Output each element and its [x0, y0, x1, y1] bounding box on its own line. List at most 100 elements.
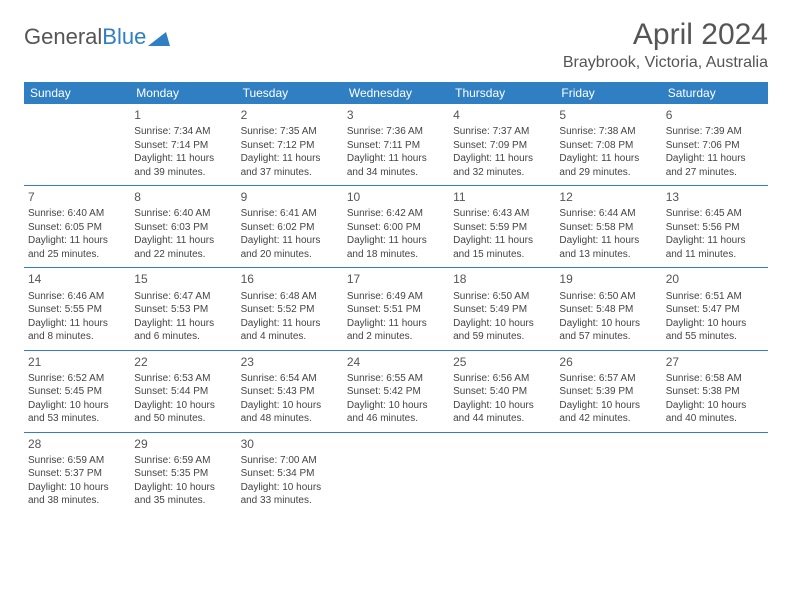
calendar-day-cell: 8 Sunrise: 6:40 AMSunset: 6:03 PMDaylight… — [130, 186, 236, 268]
daylight-line: Daylight: 11 hours and 15 minutes. — [453, 234, 551, 261]
sunset-line: Sunset: 7:08 PM — [559, 139, 657, 153]
location-text: Braybrook, Victoria, Australia — [563, 54, 768, 72]
calendar-week-row: 21Sunrise: 6:52 AMSunset: 5:45 PMDayligh… — [24, 350, 768, 432]
daylight-line: Daylight: 10 hours and 42 minutes. — [559, 399, 657, 426]
sunrise-line: Sunrise: 6:59 AM — [28, 454, 126, 468]
calendar-day-cell: 5Sunrise: 7:38 AMSunset: 7:08 PMDaylight… — [555, 104, 661, 186]
day-header: Thursday — [449, 82, 555, 104]
calendar-week-row: 7Sunrise: 6:40 AMSunset: 6:05 PMDaylight… — [24, 186, 768, 268]
day-number: 15 — [134, 271, 232, 287]
daylight-line: Daylight: 11 hours and 22 minutes. — [134, 234, 232, 261]
day-number: 16 — [241, 271, 339, 287]
daylight-line: Daylight: 10 hours and 40 minutes. — [666, 399, 764, 426]
day-header: Monday — [130, 82, 236, 104]
calendar-day-cell: 25Sunrise: 6:56 AMSunset: 5:40 PMDayligh… — [449, 350, 555, 432]
sunrise-line: Sunrise: 6:48 AM — [241, 290, 339, 304]
day-number: 7 — [28, 189, 126, 205]
daylight-line: Daylight: 11 hours and 29 minutes. — [559, 152, 657, 179]
daylight-line: Daylight: 10 hours and 44 minutes. — [453, 399, 551, 426]
calendar-day-cell: 13Sunrise: 6:45 AMSunset: 5:56 PMDayligh… — [662, 186, 768, 268]
sunrise-line: Sunrise: 6:45 AM — [666, 207, 764, 221]
day-number: 1 — [134, 107, 232, 123]
day-number: 12 — [559, 189, 657, 205]
sunrise-line: Sunrise: 6:59 AM — [134, 454, 232, 468]
daylight-line: Daylight: 10 hours and 46 minutes. — [347, 399, 445, 426]
sunset-line: Sunset: 5:59 PM — [453, 221, 551, 235]
day-number: 29 — [134, 436, 232, 452]
day-number: 24 — [347, 354, 445, 370]
sunrise-line: Sunrise: 7:00 AM — [241, 454, 339, 468]
calendar-body: 1Sunrise: 7:34 AMSunset: 7:14 PMDaylight… — [24, 104, 768, 514]
day-number: 6 — [666, 107, 764, 123]
daylight-line: Daylight: 10 hours and 33 minutes. — [241, 481, 339, 508]
logo-text-general: General — [24, 24, 102, 50]
sunrise-line: Sunrise: 6:40 AM — [28, 207, 126, 221]
day-number: 14 — [28, 271, 126, 287]
calendar-empty-cell — [555, 432, 661, 514]
day-number: 25 — [453, 354, 551, 370]
sunset-line: Sunset: 5:49 PM — [453, 303, 551, 317]
calendar-week-row: 1Sunrise: 7:34 AMSunset: 7:14 PMDaylight… — [24, 104, 768, 186]
sunrise-line: Sunrise: 7:39 AM — [666, 125, 764, 139]
logo-triangle-icon — [148, 30, 170, 46]
sunset-line: Sunset: 5:45 PM — [28, 385, 126, 399]
calendar-day-cell: 15Sunrise: 6:47 AMSunset: 5:53 PMDayligh… — [130, 268, 236, 350]
sunset-line: Sunset: 5:48 PM — [559, 303, 657, 317]
title-block: April 2024 Braybrook, Victoria, Australi… — [563, 18, 768, 72]
sunrise-line: Sunrise: 6:53 AM — [134, 372, 232, 386]
day-number: 28 — [28, 436, 126, 452]
calendar-empty-cell — [343, 432, 449, 514]
calendar-day-cell: 24Sunrise: 6:55 AMSunset: 5:42 PMDayligh… — [343, 350, 449, 432]
sunset-line: Sunset: 7:11 PM — [347, 139, 445, 153]
calendar-day-cell: 3Sunrise: 7:36 AMSunset: 7:11 PMDaylight… — [343, 104, 449, 186]
day-number: 10 — [347, 189, 445, 205]
calendar-week-row: 14Sunrise: 6:46 AMSunset: 5:55 PMDayligh… — [24, 268, 768, 350]
day-header: Friday — [555, 82, 661, 104]
day-number: 20 — [666, 271, 764, 287]
day-number: 13 — [666, 189, 764, 205]
day-header: Wednesday — [343, 82, 449, 104]
calendar-day-cell: 10Sunrise: 6:42 AMSunset: 6:00 PMDayligh… — [343, 186, 449, 268]
sunrise-line: Sunrise: 7:35 AM — [241, 125, 339, 139]
sunrise-line: Sunrise: 7:36 AM — [347, 125, 445, 139]
header: GeneralBlue April 2024 Braybrook, Victor… — [24, 18, 768, 72]
daylight-line: Daylight: 10 hours and 35 minutes. — [134, 481, 232, 508]
sunrise-line: Sunrise: 6:50 AM — [559, 290, 657, 304]
day-number: 8 — [134, 189, 232, 205]
daylight-line: Daylight: 11 hours and 27 minutes. — [666, 152, 764, 179]
daylight-line: Daylight: 11 hours and 2 minutes. — [347, 317, 445, 344]
sunrise-line: Sunrise: 6:49 AM — [347, 290, 445, 304]
sunset-line: Sunset: 7:06 PM — [666, 139, 764, 153]
daylight-line: Daylight: 11 hours and 25 minutes. — [28, 234, 126, 261]
month-title: April 2024 — [563, 18, 768, 52]
sunrise-line: Sunrise: 6:55 AM — [347, 372, 445, 386]
sunrise-line: Sunrise: 6:54 AM — [241, 372, 339, 386]
calendar-table: SundayMondayTuesdayWednesdayThursdayFrid… — [24, 82, 768, 514]
sunset-line: Sunset: 6:03 PM — [134, 221, 232, 235]
daylight-line: Daylight: 10 hours and 55 minutes. — [666, 317, 764, 344]
day-number: 17 — [347, 271, 445, 287]
sunrise-line: Sunrise: 6:57 AM — [559, 372, 657, 386]
sunset-line: Sunset: 5:52 PM — [241, 303, 339, 317]
day-number: 9 — [241, 189, 339, 205]
day-number: 22 — [134, 354, 232, 370]
day-number: 18 — [453, 271, 551, 287]
sunset-line: Sunset: 5:38 PM — [666, 385, 764, 399]
sunset-line: Sunset: 5:47 PM — [666, 303, 764, 317]
calendar-empty-cell — [449, 432, 555, 514]
sunset-line: Sunset: 5:53 PM — [134, 303, 232, 317]
daylight-line: Daylight: 10 hours and 50 minutes. — [134, 399, 232, 426]
calendar-day-cell: 26Sunrise: 6:57 AMSunset: 5:39 PMDayligh… — [555, 350, 661, 432]
daylight-line: Daylight: 11 hours and 18 minutes. — [347, 234, 445, 261]
calendar-day-cell: 9Sunrise: 6:41 AMSunset: 6:02 PMDaylight… — [237, 186, 343, 268]
day-number: 19 — [559, 271, 657, 287]
sunrise-line: Sunrise: 7:34 AM — [134, 125, 232, 139]
calendar-day-cell: 20Sunrise: 6:51 AMSunset: 5:47 PMDayligh… — [662, 268, 768, 350]
calendar-day-cell: 6 Sunrise: 7:39 AMSunset: 7:06 PMDaylight… — [662, 104, 768, 186]
daylight-line: Daylight: 10 hours and 53 minutes. — [28, 399, 126, 426]
daylight-line: Daylight: 10 hours and 57 minutes. — [559, 317, 657, 344]
sunrise-line: Sunrise: 6:40 AM — [134, 207, 232, 221]
day-header-row: SundayMondayTuesdayWednesdayThursdayFrid… — [24, 82, 768, 104]
calendar-day-cell: 4Sunrise: 7:37 AMSunset: 7:09 PMDaylight… — [449, 104, 555, 186]
sunset-line: Sunset: 5:37 PM — [28, 467, 126, 481]
